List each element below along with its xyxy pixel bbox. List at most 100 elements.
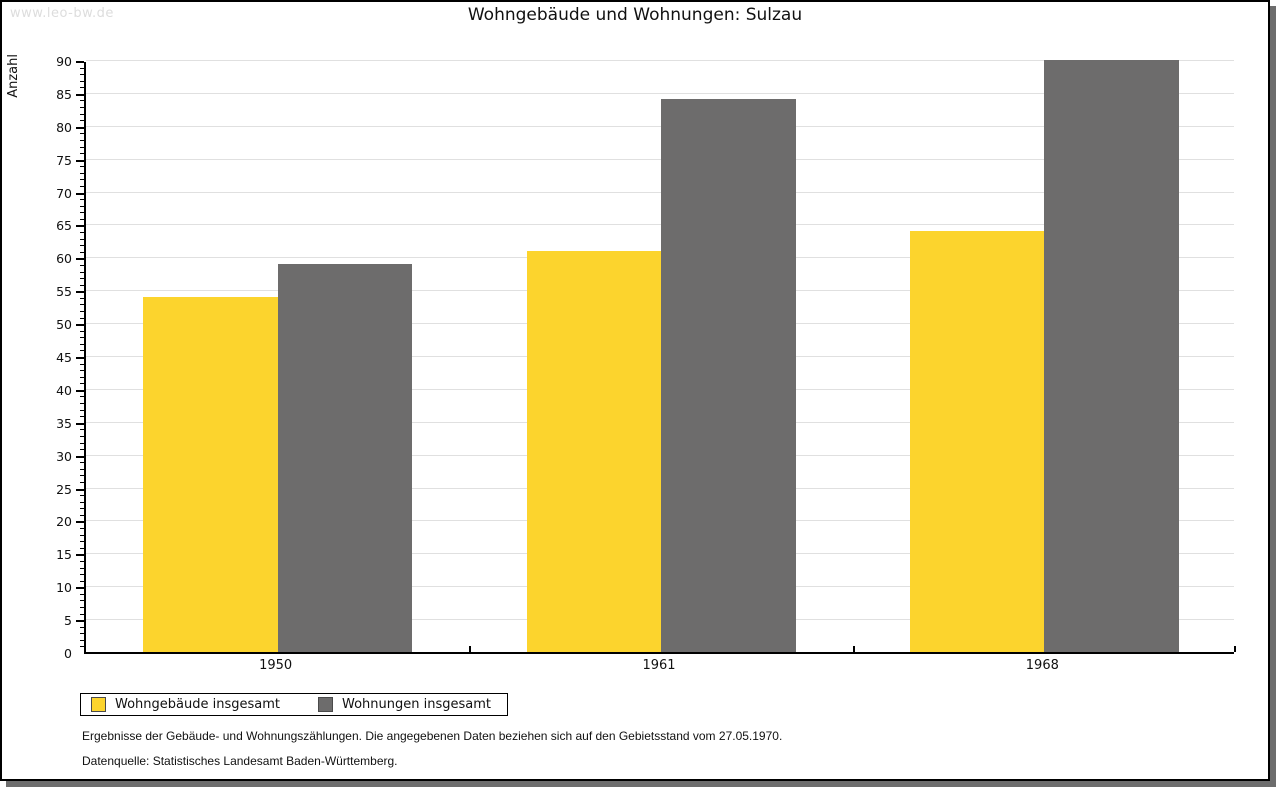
minor-tick-33 [80,435,84,437]
y-label-10: 10 [56,580,72,596]
major-tick-80 [76,126,84,129]
minor-tick-59 [80,264,84,266]
gridline-90 [86,60,1234,61]
major-tick-30 [76,455,84,458]
minor-tick-21 [80,514,84,516]
gridline-70 [86,191,1234,193]
y-label-40: 40 [56,382,72,398]
y-label-65: 65 [56,218,72,234]
legend: Wohngebäude insgesamt Wohnungen insgesamt [80,693,508,716]
minor-tick-44 [80,363,84,365]
minor-tick-24 [80,495,84,497]
x-label-1968: 1968 [1025,658,1059,673]
minor-tick-72 [80,179,84,181]
minor-tick-49 [80,330,84,332]
x-axis-tick-labels: 1950 1961 1968 [84,658,1234,676]
bar-1961-wohnungen [661,99,796,652]
minor-tick-14 [80,560,84,562]
y-axis-tick-labels: 0 5 10 15 20 25 30 35 40 45 50 55 60 65 70 75 80 85 90 [40,55,72,661]
major-tick-85 [76,93,84,96]
minor-tick-78 [80,139,84,141]
minor-tick-54 [80,297,84,299]
major-tick-70 [76,192,84,195]
minor-tick-56 [80,284,84,286]
y-label-15: 15 [56,547,72,563]
y-label-75: 75 [56,152,72,168]
minor-tick-73 [80,172,84,174]
minor-tick-41 [80,383,84,385]
y-label-25: 25 [56,481,72,497]
chart-canvas: www.leo-bw.de Wohngebäude und Wohnungen:… [0,0,1270,781]
major-tick-25 [76,488,84,491]
y-label-30: 30 [56,448,72,464]
minor-tick-22 [80,508,84,510]
x-label-1961: 1961 [642,658,676,673]
minor-tick-61 [80,251,84,253]
gridline-75 [86,158,1234,160]
minor-tick-7 [80,606,84,608]
minor-tick-47 [80,343,84,345]
minor-tick-83 [80,107,84,109]
minor-tick-63 [80,238,84,240]
minor-tick-89 [80,67,84,69]
minor-tick-3 [80,633,84,635]
bar-1968-wohngebaeude [909,231,1045,652]
minor-tick-4 [80,626,84,628]
minor-tick-86 [80,87,84,89]
minor-tick-52 [80,310,84,312]
minor-tick-43 [80,370,84,372]
minor-tick-27 [80,475,84,477]
minor-tick-58 [80,271,84,273]
minor-tick-53 [80,304,84,306]
minor-tick-31 [80,449,84,451]
major-tick-5 [76,620,84,623]
minor-tick-57 [80,278,84,280]
minor-tick-19 [80,528,84,530]
minor-tick-28 [80,468,84,470]
y-label-60: 60 [56,251,72,267]
gridline-80 [86,125,1234,127]
major-tick-65 [76,225,84,228]
legend-item-wohngebaeude: Wohngebäude insgesamt [91,697,280,712]
minor-tick-23 [80,501,84,503]
minor-tick-71 [80,185,84,187]
major-tick-10 [76,587,84,590]
minor-tick-69 [80,199,84,201]
minor-tick-67 [80,212,84,214]
y-label-50: 50 [56,317,72,333]
bar-1950-wohnungen [277,263,413,652]
minor-tick-29 [80,462,84,464]
major-tick-55 [76,291,84,294]
footnote-datenquelle: Datenquelle: Statistisches Landesamt Bad… [82,754,398,768]
minor-tick-77 [80,146,84,148]
minor-tick-48 [80,337,84,339]
minor-tick-84 [80,100,84,102]
legend-item-wohnungen: Wohnungen insgesamt [318,697,491,712]
minor-tick-37 [80,409,84,411]
chart-title: Wohngebäude und Wohnungen: Sulzau [467,5,803,25]
minor-tick-66 [80,218,84,220]
y-label-70: 70 [56,185,72,201]
minor-tick-34 [80,429,84,431]
major-tick-60 [76,258,84,261]
y-label-90: 90 [56,54,72,69]
minor-tick-81 [80,120,84,122]
watermark: www.leo-bw.de [10,6,114,21]
plot-area [84,60,1236,654]
y-label-20: 20 [56,514,72,530]
minor-tick-62 [80,245,84,247]
legend-swatch-wohngebaeude [91,697,106,712]
footnote-gebietsstand: Ergebnisse der Gebäude- und Wohnungszähl… [82,729,783,743]
minor-tick-32 [80,442,84,444]
y-label-35: 35 [56,415,72,431]
minor-tick-82 [80,113,84,115]
y-label-0: 0 [64,646,72,661]
y-axis-ticks [74,61,84,654]
axis-end-tick [1234,646,1236,652]
minor-tick-8 [80,600,84,602]
bar-1950-wohngebaeude [143,296,278,652]
y-label-80: 80 [56,119,72,135]
minor-tick-38 [80,403,84,405]
minor-tick-76 [80,153,84,155]
minor-tick-51 [80,317,84,319]
